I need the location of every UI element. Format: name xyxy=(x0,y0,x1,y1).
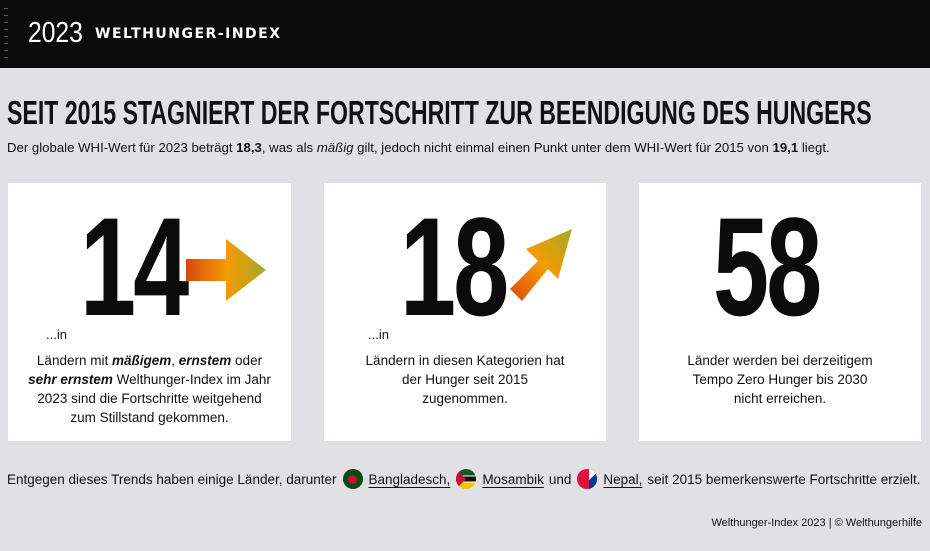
stat-description: Ländern in diesen Kategorien hat der Hun… xyxy=(324,351,606,408)
tick-marks xyxy=(4,8,8,64)
text: der Hunger seit 2015 xyxy=(401,372,529,387)
subtitle: Der globale WHI-Wert für 2023 beträgt 18… xyxy=(7,140,830,155)
stat-description: Länder werden bei derzeitigem Tempo Zero… xyxy=(639,351,921,408)
link-nepal[interactable]: Nepal, xyxy=(603,471,643,487)
stat-card-18: 18 ...in Ländern in diesen Kategorien ha… xyxy=(324,183,606,441)
text: Tempo Zero Hunger bis 2030 xyxy=(692,372,868,387)
stat-number: 14 xyxy=(80,188,189,345)
text: Länder werden bei derzeitigem xyxy=(687,353,873,368)
footer-credit: Welthunger-Index 2023 | © Welthungerhilf… xyxy=(711,517,922,529)
text: 2023 sind die Fortschritte weitgehend xyxy=(37,391,262,406)
arrow-right-icon xyxy=(186,239,266,301)
text: und xyxy=(548,471,572,487)
header: 2023 WELTHUNGER-INDEX xyxy=(0,0,930,68)
bottom-note: Entgegen dieses Trends haben einige Länd… xyxy=(7,469,921,489)
stat-number: 18 xyxy=(400,188,509,345)
text: Welthunger-Index im Jahr xyxy=(112,372,271,387)
stat-prefix: ...in xyxy=(368,327,389,342)
nepal-flag-icon xyxy=(577,469,598,489)
subtitle-text: , was als xyxy=(261,140,317,155)
subtitle-text: liegt. xyxy=(798,140,830,155)
text: Entgegen dieses Trends haben einige Länd… xyxy=(7,471,337,487)
stat-number: 58 xyxy=(713,188,822,345)
text: , xyxy=(171,353,179,368)
severity-moderate: mäßigem xyxy=(111,353,172,368)
link-bangladesh[interactable]: Bangladesch, xyxy=(368,471,451,487)
stat-card-58: 58 Länder werden bei derzeitigem Tempo Z… xyxy=(639,183,921,441)
text: zum Stillstand gekommen. xyxy=(70,410,229,425)
text: Ländern in diesen Kategorien hat xyxy=(365,353,565,368)
text: oder xyxy=(231,353,263,368)
text: seit 2015 bemerkenswerte Fortschritte er… xyxy=(647,471,921,487)
subtitle-text: gilt, jedoch nicht einmal einen Punkt un… xyxy=(353,140,773,155)
bangladesh-flag-icon xyxy=(342,469,363,489)
page-title: SEIT 2015 STAGNIERT DER FORTSCHRITT ZUR … xyxy=(7,94,872,131)
severity-serious: ernstem xyxy=(178,353,232,368)
stat-prefix: ...in xyxy=(46,327,67,342)
whi-2015-value: 19,1 xyxy=(772,140,799,155)
stat-card-14: 14 ...in Ländern mit mäßigem, ernstem od… xyxy=(8,183,291,441)
stat-description: Ländern mit mäßigem, ernstem oder sehr e… xyxy=(8,351,291,427)
subtitle-text: Der globale WHI-Wert für 2023 beträgt xyxy=(7,140,237,155)
text: zugenommen. xyxy=(422,391,508,406)
mozambique-flag-icon xyxy=(456,469,477,489)
text: nicht erreichen. xyxy=(733,391,827,406)
header-year: 2023 xyxy=(28,17,83,49)
arrow-up-right-icon xyxy=(510,229,572,301)
link-mozambique[interactable]: Mosambik xyxy=(482,471,544,487)
text: Ländern mit xyxy=(36,353,112,368)
severity-alarming: sehr ernstem xyxy=(28,372,113,387)
whi-2023-value: 18,3 xyxy=(236,140,262,155)
header-brand: WELTHUNGER-INDEX xyxy=(95,26,282,42)
severity-label: mäßig xyxy=(316,140,354,155)
